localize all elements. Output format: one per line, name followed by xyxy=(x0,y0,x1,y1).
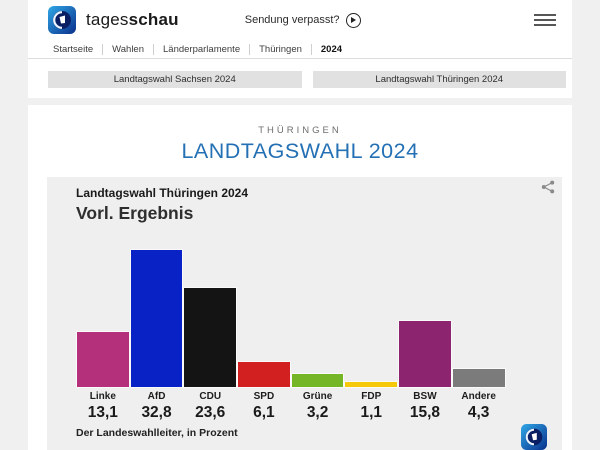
party-label: Andere xyxy=(461,391,496,402)
party-column-spd: SPD 6,1 xyxy=(237,250,291,422)
party-column-linke: Linke 13,1 xyxy=(76,250,130,422)
breadcrumb-thueringen[interactable]: Thüringen xyxy=(249,43,311,55)
party-value: 32,8 xyxy=(141,404,172,421)
bar-bsw xyxy=(398,320,452,388)
play-icon[interactable] xyxy=(345,12,361,28)
region-kicker: THÜRINGEN xyxy=(258,125,342,136)
chart-subtitle: Vorl. Ergebnis xyxy=(76,203,194,223)
bar-spd xyxy=(237,360,291,388)
party-label: Grüne xyxy=(302,391,333,402)
party-column-cdu: CDU 23,6 xyxy=(183,250,238,422)
bar-andere xyxy=(451,368,506,388)
hamburger-menu-button[interactable] xyxy=(534,11,556,28)
breadcrumb: Startseite Wahlen Länderparlamente Thüri… xyxy=(28,40,572,59)
bar-grüne xyxy=(290,372,345,389)
party-column-afd: AfD 32,8 xyxy=(129,249,184,422)
party-label: FDP xyxy=(361,391,382,402)
tagesschau-watermark-icon xyxy=(521,424,547,450)
party-value: 3,2 xyxy=(306,404,329,421)
party-column-grüne: Grüne 3,2 xyxy=(290,250,345,422)
party-column-fdp: FDP 1,1 xyxy=(344,250,399,422)
bar-fdp xyxy=(344,381,399,388)
chart-title: Landtagswahl Thüringen 2024 xyxy=(76,186,249,200)
chart-source-note: Der Landeswahlleiter, in Prozent xyxy=(76,427,238,439)
breadcrumb-laenderparlamente[interactable]: Länderparlamente xyxy=(153,43,249,55)
share-icon[interactable] xyxy=(541,180,555,194)
party-column-bsw: BSW 15,8 xyxy=(398,250,452,422)
party-value: 6,1 xyxy=(253,404,275,421)
party-label: Linke xyxy=(89,391,116,402)
party-label: AfD xyxy=(147,391,166,402)
party-column-andere: Andere 4,3 xyxy=(451,250,506,422)
breadcrumb-wahlen[interactable]: Wahlen xyxy=(102,43,153,55)
main-content: THÜRINGEN LANDTAGSWAHL 2024 Landtagswahl… xyxy=(28,105,572,450)
party-value: 23,6 xyxy=(195,404,226,421)
party-value: 13,1 xyxy=(87,404,118,421)
election-tabs: Landtagswahl Sachsen 2024 Landtagswahl T… xyxy=(48,71,566,88)
bar-afd xyxy=(129,249,184,388)
breadcrumb-startseite[interactable]: Startseite xyxy=(53,43,94,55)
bar-chart: Linke 13,1 AfD 32,8 CDU 23,6 SPD 6,1 Grüne 3,2 FDP… xyxy=(76,249,506,422)
bar-cdu xyxy=(183,287,238,388)
brand-wordmark[interactable]: tagesschau xyxy=(86,10,179,30)
sendung-verpasst-link[interactable]: Sendung verpasst? xyxy=(244,12,361,28)
tab-landtagswahl-thueringen[interactable]: Landtagswahl Thüringen 2024 xyxy=(312,71,566,88)
bar-linke xyxy=(76,331,130,388)
page-title: LANDTAGSWAHL 2024 xyxy=(181,139,419,163)
party-label: BSW xyxy=(413,391,437,402)
site-header: tagesschau Sendung verpasst? Startseite … xyxy=(28,0,572,98)
party-value: 1,1 xyxy=(360,404,383,421)
header-top-row: tagesschau Sendung verpasst? xyxy=(28,0,572,40)
results-chart-card: Landtagswahl Thüringen 2024 Vorl. Ergebn… xyxy=(47,177,562,450)
party-value: 4,3 xyxy=(467,404,490,421)
party-label: CDU xyxy=(199,391,222,402)
brand-regular: tages xyxy=(86,10,129,29)
tagesschau-logo-icon[interactable] xyxy=(48,6,76,34)
tab-landtagswahl-sachsen[interactable]: Landtagswahl Sachsen 2024 xyxy=(48,71,302,88)
breadcrumb-2024[interactable]: 2024 xyxy=(310,43,351,55)
party-label: SPD xyxy=(253,391,275,402)
party-value: 15,8 xyxy=(409,404,441,421)
brand-bold: schau xyxy=(128,10,179,29)
sendung-verpasst-label: Sendung verpasst? xyxy=(244,14,340,26)
